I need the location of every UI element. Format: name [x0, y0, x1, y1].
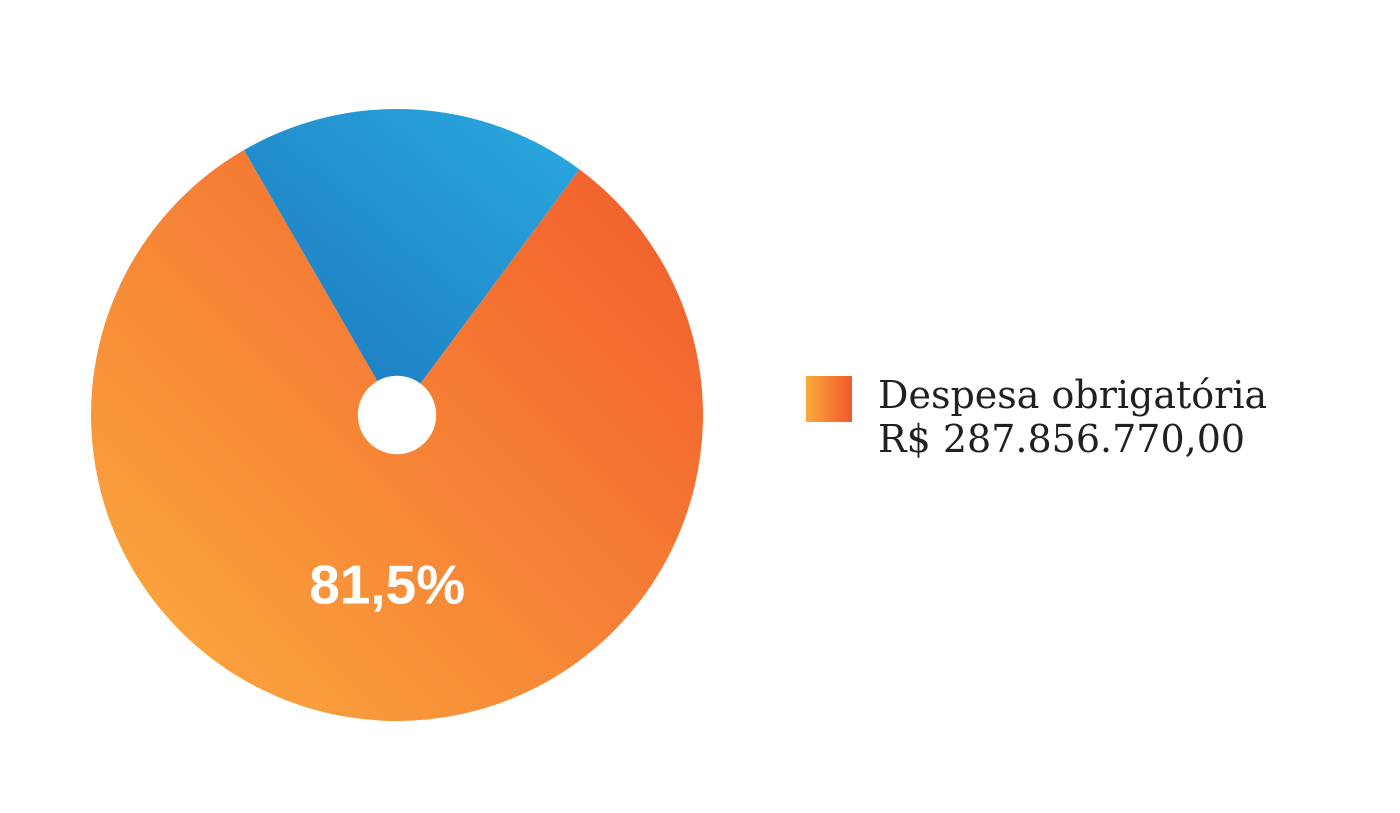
- legend-label: Despesa obrigatória: [878, 373, 1268, 417]
- legend-swatch: [806, 376, 852, 422]
- donut-hole: [357, 375, 437, 455]
- legend-item-despesa-obrigatoria[interactable]: Despesa obrigatória R$ 287.856.770,00: [806, 373, 1267, 461]
- legend-value: R$ 287.856.770,00: [878, 417, 1246, 461]
- slice-percent-label: 81,5%: [309, 554, 465, 616]
- pie-labels-group: 81,5%: [309, 554, 465, 616]
- pie-slice-1[interactable]: [244, 109, 580, 415]
- legend-text: Despesa obrigatória R$ 287.856.770,00: [878, 373, 1267, 461]
